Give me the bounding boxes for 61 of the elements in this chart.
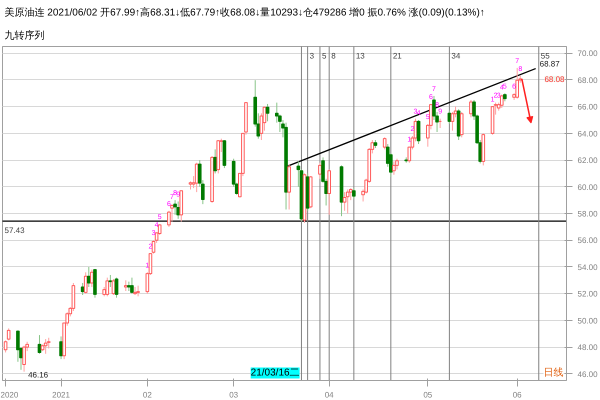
y-tick-label: 58.00 <box>578 210 598 218</box>
x-tick-label: 2021 <box>52 390 71 400</box>
candlestick <box>382 136 386 150</box>
candlestick <box>114 277 118 298</box>
candlestick <box>136 285 140 297</box>
y-tick-label: 70.00 <box>578 49 598 58</box>
y-tick-label: 66.00 <box>578 102 598 112</box>
ref-line-label: 3 <box>310 52 315 60</box>
x-tick-label: 02 <box>142 390 152 400</box>
annotation: 21/03/16二 <box>250 368 300 378</box>
candlestick <box>346 188 350 214</box>
x-tick-label: 06 <box>512 390 522 400</box>
candlestick <box>327 168 331 216</box>
candlestick <box>6 328 10 341</box>
annotation: 46.16 <box>28 370 49 380</box>
candlestick <box>84 272 88 294</box>
candlestick <box>4 340 8 353</box>
candlestick <box>416 119 420 145</box>
candlestick <box>124 280 128 292</box>
ref-line-label: 55 <box>540 52 550 60</box>
ref-line-label: 8 <box>331 52 336 60</box>
candlestick <box>460 111 464 138</box>
candlestick <box>105 277 110 297</box>
candlestick <box>127 281 131 292</box>
x-tick-label: 2020 <box>0 390 19 400</box>
y-tick-label: 56.00 <box>578 236 598 246</box>
candlestick <box>173 200 177 216</box>
chart-title: 美原油连 2021/06/02 开67.99↑高68.31↓低67.79↑收68.08↓量10293↓仓479286 增0 振0.76% 涨(0.09)(0.13%)↑ <box>4 6 485 18</box>
x-tick-label: 05 <box>423 390 433 400</box>
ref-line-label: 34 <box>451 52 461 60</box>
candlestick <box>44 338 48 354</box>
y-tick-label: 50.00 <box>578 316 598 326</box>
candlestick <box>22 345 26 372</box>
x-tick-label: 03 <box>229 390 239 400</box>
annotation: 日线 <box>544 366 564 378</box>
y-tick-label: 64.00 <box>578 129 598 138</box>
candlestick <box>38 334 42 354</box>
candlestick <box>170 204 174 222</box>
ref-line-label: 13 <box>356 52 366 60</box>
y-tick-label: 54.00 <box>578 262 598 272</box>
y-tick-label: 62.00 <box>578 156 598 166</box>
ref-line-label: 57.43 <box>4 226 26 236</box>
annotation: 68.08 <box>544 74 566 84</box>
chart-subtitle: 九转序列 <box>4 30 44 42</box>
y-tick-label: 52.00 <box>578 290 598 299</box>
candlestick <box>342 192 346 212</box>
ref-line-label: 5 <box>322 52 327 60</box>
ref-line-label: 21 <box>392 52 402 60</box>
annotation: 68.87 <box>540 59 560 68</box>
y-tick-label: 68.00 <box>578 76 598 85</box>
candlestick <box>500 94 504 108</box>
candlestick <box>392 160 396 176</box>
candlestick <box>266 103 270 122</box>
candlestick <box>130 277 134 294</box>
candlestick <box>59 336 63 360</box>
candlestick <box>515 67 519 100</box>
y-tick-label: 48.00 <box>578 343 598 352</box>
y-tick-label: 46.00 <box>578 370 598 379</box>
candlestick <box>352 188 356 200</box>
y-tick-label: 60.00 <box>578 182 598 192</box>
x-tick-label: 04 <box>324 390 334 400</box>
